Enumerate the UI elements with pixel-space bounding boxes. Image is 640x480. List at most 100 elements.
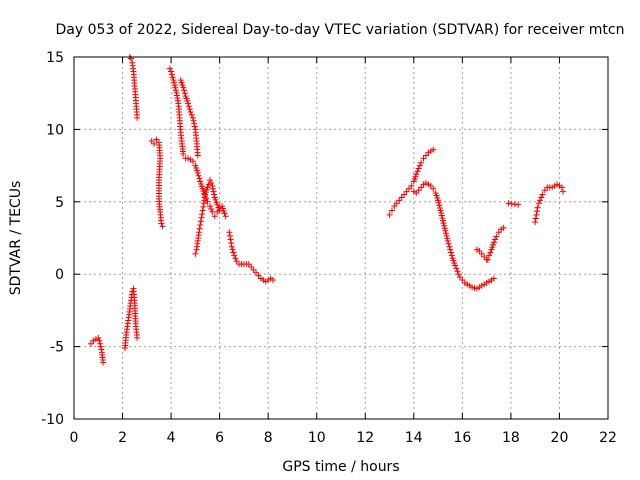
- data-point: [230, 249, 237, 256]
- segment-arc-k: [473, 224, 507, 263]
- data-point: [454, 268, 461, 275]
- data-point: [438, 212, 445, 219]
- data-point: [208, 179, 215, 186]
- data-point: [98, 346, 105, 353]
- data-point: [386, 211, 393, 218]
- data-point: [191, 123, 198, 130]
- segment-arc-i: [386, 146, 437, 218]
- data-point: [413, 171, 420, 178]
- data-point: [151, 140, 158, 147]
- data-point: [128, 55, 135, 62]
- data-point: [448, 249, 455, 256]
- data-point: [100, 359, 107, 366]
- plot-frame: [73, 56, 609, 420]
- data-point: [199, 211, 206, 218]
- data-point: [97, 343, 104, 350]
- data-point: [199, 207, 206, 214]
- y-axis-label: SDTVAR / TECUs: [8, 181, 24, 296]
- data-point: [190, 117, 197, 124]
- y-tick-label: 5: [55, 195, 64, 211]
- data-point: [534, 204, 541, 211]
- data-point: [435, 197, 442, 204]
- data-point: [414, 168, 421, 175]
- data-point: [171, 79, 178, 86]
- data-point: [445, 240, 452, 247]
- data-point: [222, 213, 229, 220]
- data-point: [558, 184, 565, 191]
- data-point: [490, 275, 497, 282]
- x-tick-label: 16: [453, 430, 471, 446]
- data-point: [180, 151, 187, 158]
- data-point: [487, 249, 494, 256]
- data-point: [215, 204, 222, 211]
- x-tick-label: 22: [599, 430, 617, 446]
- data-point: [172, 84, 179, 91]
- data-point: [170, 77, 177, 84]
- data-point: [533, 211, 540, 218]
- data-point: [500, 224, 507, 231]
- data-point: [198, 214, 205, 221]
- data-point: [197, 218, 204, 225]
- segment-arc-f: [177, 77, 201, 159]
- data-point: [430, 146, 437, 153]
- data-point: [209, 182, 216, 189]
- data-point: [388, 207, 395, 214]
- y-tick-label: -10: [41, 412, 64, 428]
- segment-arc-l: [505, 200, 522, 208]
- y-tick-label: 10: [46, 122, 64, 138]
- data-point: [209, 185, 216, 192]
- data-point: [435, 199, 442, 206]
- data-point: [216, 207, 223, 214]
- x-tick-label: 18: [502, 430, 520, 446]
- data-point: [200, 203, 207, 210]
- data-point: [168, 71, 175, 78]
- data-point: [168, 68, 175, 75]
- data-point: [181, 87, 188, 94]
- data-point: [97, 340, 104, 347]
- data-point: [493, 233, 500, 240]
- data-point: [194, 169, 201, 176]
- segment-arc-j: [410, 179, 497, 292]
- data-point: [211, 213, 218, 220]
- data-point: [441, 225, 448, 232]
- data-point: [408, 182, 415, 189]
- data-point: [195, 172, 202, 179]
- data-point: [189, 158, 196, 165]
- data-point: [221, 210, 228, 217]
- data-point: [490, 239, 497, 246]
- data-point: [535, 200, 542, 207]
- data-point: [448, 252, 455, 259]
- x-tick-label: 6: [215, 430, 224, 446]
- segment-arc-d: [148, 136, 166, 230]
- data-point: [96, 337, 103, 344]
- data-point: [443, 232, 450, 239]
- data-points: [87, 54, 567, 366]
- data-point: [484, 256, 491, 263]
- segment-arc-b: [121, 285, 141, 352]
- data-point: [539, 191, 546, 198]
- chart-title: Day 053 of 2022, Sidereal Day-to-day VTE…: [56, 22, 625, 38]
- data-point: [444, 235, 451, 242]
- x-tick-label: 8: [264, 430, 273, 446]
- data-point: [188, 111, 195, 118]
- data-point: [416, 162, 423, 169]
- data-point: [206, 203, 213, 210]
- data-point: [231, 252, 238, 259]
- data-point: [441, 222, 448, 229]
- data-point: [192, 250, 199, 257]
- y-tick-label: -5: [50, 340, 64, 356]
- data-point: [515, 201, 522, 208]
- y-tick-label: 0: [55, 267, 64, 283]
- grid-lines: [74, 57, 608, 419]
- data-point: [452, 262, 459, 269]
- x-tick-label: 4: [167, 430, 176, 446]
- data-point: [185, 100, 192, 107]
- data-point: [442, 227, 449, 234]
- data-point: [455, 271, 462, 278]
- data-point: [181, 90, 188, 97]
- data-point: [187, 109, 194, 116]
- x-axis-label: GPS time / hours: [282, 459, 399, 475]
- data-point: [560, 188, 567, 195]
- x-tick-label: 2: [118, 430, 127, 446]
